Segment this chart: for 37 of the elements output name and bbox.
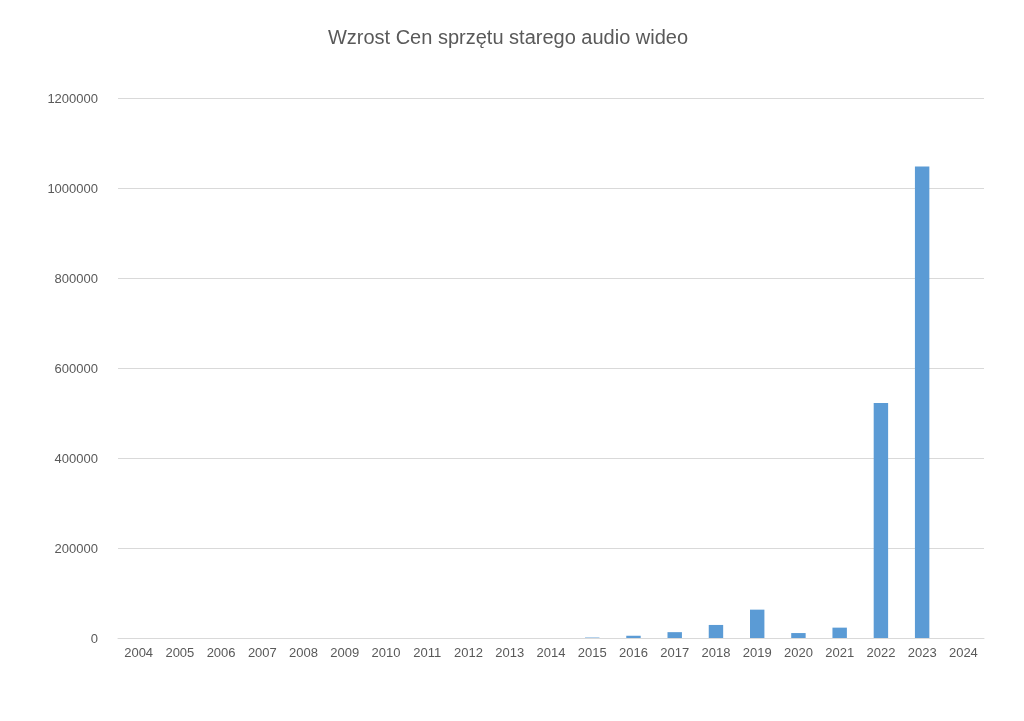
x-tick-label: 2008 (289, 645, 319, 660)
x-tick-label: 2009 (330, 645, 360, 660)
x-tick-label: 2018 (701, 645, 731, 660)
x-tick-label: 2022 (866, 645, 896, 660)
x-tick-label: 2013 (495, 645, 525, 660)
bar (749, 609, 765, 638)
y-tick-label: 400000 (54, 450, 98, 466)
bar (708, 624, 724, 638)
y-tick-label: 800000 (54, 270, 98, 286)
x-tick-label: 2015 (577, 645, 607, 660)
x-tick-label: 2019 (742, 645, 772, 660)
x-tick-label: 2012 (454, 645, 483, 660)
x-tick-label: 2011 (413, 645, 442, 660)
bar (914, 166, 930, 638)
bar (626, 635, 641, 638)
x-tick-label: 2006 (206, 645, 236, 660)
x-tick-label: 2017 (660, 645, 690, 660)
bar (667, 632, 682, 638)
x-tick-label: 2021 (825, 645, 855, 660)
y-tick-label: 200000 (54, 540, 98, 556)
x-tick-label: 2010 (371, 645, 401, 660)
x-tick-label: 2007 (247, 645, 277, 660)
bar (791, 633, 806, 638)
y-tick-label: 1000000 (47, 180, 98, 196)
x-tick-label: 2004 (124, 645, 154, 660)
x-tick-label: 2023 (907, 645, 937, 660)
x-tick-label: 2020 (783, 645, 813, 660)
y-tick-label: 0 (90, 630, 98, 646)
y-tick-label: 1200000 (47, 90, 98, 106)
bar (873, 403, 889, 638)
x-tick-label: 2005 (165, 645, 195, 660)
bar (832, 627, 847, 638)
x-tick-label: 2024 (948, 645, 978, 660)
x-tick-label: 2016 (619, 645, 648, 660)
y-tick-label: 600000 (54, 360, 98, 376)
chart-title: Wzrost Cen sprzętu starego audio wideo (327, 26, 689, 48)
x-tick-label: 2014 (536, 645, 566, 660)
